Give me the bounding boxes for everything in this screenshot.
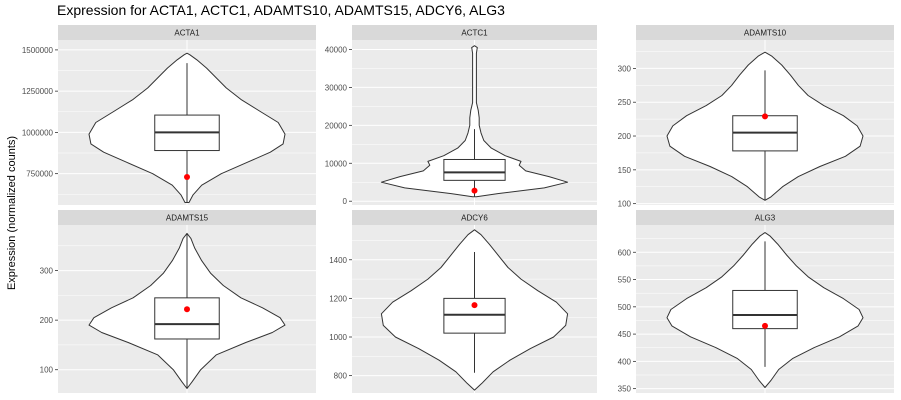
y-axis-label: Expression (normalized counts) bbox=[6, 136, 18, 290]
strip-background bbox=[352, 25, 597, 40]
strip-label: ADCY6 bbox=[461, 214, 488, 223]
highlight-point bbox=[762, 113, 768, 120]
facet-panel-adcy6: ADCY6 800 1000 1200 1400 bbox=[329, 210, 597, 393]
box-iqr bbox=[154, 297, 220, 340]
strip-background bbox=[636, 210, 894, 225]
strip-background bbox=[58, 210, 316, 225]
facet-panel-adamts10: ADAMTS10 100 150 200 250 300 bbox=[618, 25, 894, 209]
y-tick-label: 1000000 bbox=[22, 128, 54, 137]
y-tick-label: 40000 bbox=[325, 45, 348, 54]
facet-panel-adamts15: ADAMTS15 100 200 300 bbox=[40, 210, 316, 393]
strip-background bbox=[58, 25, 316, 40]
highlight-point bbox=[762, 322, 768, 329]
y-tick-label: 1200 bbox=[329, 294, 347, 303]
y-tick-label: 1400 bbox=[329, 256, 347, 265]
strip-label: ACTA1 bbox=[174, 29, 200, 38]
y-tick-label: 150 bbox=[618, 166, 632, 175]
y-axis-label-text: Expression (normalized counts) bbox=[6, 136, 18, 290]
y-tick-label: 300 bbox=[618, 64, 632, 73]
y-tick-label: 500 bbox=[618, 303, 632, 312]
box-iqr bbox=[443, 158, 506, 181]
highlight-point bbox=[471, 302, 478, 309]
chart-title: Expression for ACTA1, ACTC1, ADAMTS10, A… bbox=[57, 2, 505, 18]
y-tick-label: 400 bbox=[618, 357, 632, 366]
y-tick-label: 0 bbox=[343, 197, 348, 206]
facet-panel-alg3: ALG3 350 400 450 500 550 600 bbox=[618, 210, 894, 394]
strip-label: ADAMTS10 bbox=[744, 29, 787, 38]
highlight-point bbox=[471, 187, 478, 194]
y-tick-label: 800 bbox=[334, 372, 348, 381]
y-tick-label: 300 bbox=[40, 267, 54, 276]
facet-panel-actc1: ACTC1 0 10000 20000 30000 40000 bbox=[325, 25, 597, 206]
strip-background bbox=[636, 25, 894, 40]
y-tick-label: 10000 bbox=[325, 159, 348, 168]
highlight-point bbox=[184, 306, 190, 313]
violin-shape bbox=[380, 45, 569, 198]
y-tick-label: 200 bbox=[618, 132, 632, 141]
highlight-point bbox=[184, 173, 190, 180]
y-tick-label: 30000 bbox=[325, 83, 348, 92]
y-tick-label: 750000 bbox=[26, 170, 53, 179]
y-tick-label: 100 bbox=[618, 200, 632, 209]
y-tick-label: 250 bbox=[618, 98, 632, 107]
y-tick-label: 450 bbox=[618, 330, 632, 339]
y-tick-label: 600 bbox=[618, 248, 632, 257]
strip-background bbox=[352, 210, 597, 225]
facet-panel-acta1: ACTA1 750000 1000000 1250000 1500000 bbox=[22, 25, 316, 205]
strip-label: ACTC1 bbox=[461, 29, 488, 38]
y-tick-label: 200 bbox=[40, 316, 54, 325]
y-tick-label: 100 bbox=[40, 366, 54, 375]
y-tick-label: 350 bbox=[618, 385, 632, 394]
y-tick-label: 20000 bbox=[325, 121, 348, 130]
y-tick-label: 1250000 bbox=[22, 87, 54, 96]
strip-label: ADAMTS15 bbox=[166, 214, 209, 223]
y-tick-label: 550 bbox=[618, 276, 632, 285]
y-tick-label: 1000 bbox=[329, 333, 347, 342]
strip-label: ALG3 bbox=[755, 214, 776, 223]
y-tick-label: 1500000 bbox=[22, 46, 54, 55]
